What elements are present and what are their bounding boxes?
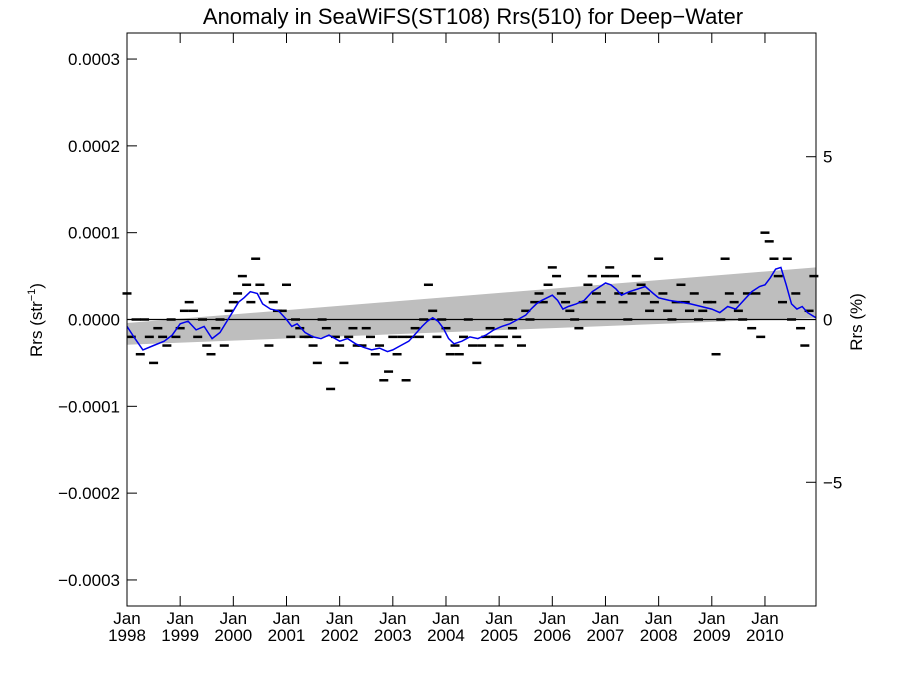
y-axis-label-left: Rrs (str−1): [26, 283, 46, 357]
y-tick-label-right: 5: [823, 148, 832, 167]
x-tick-label-year: 2005: [480, 626, 518, 645]
x-tick-label-month: Jan: [326, 609, 353, 628]
x-tick-label-year: 2000: [214, 626, 252, 645]
x-tick-label-year: 2003: [374, 626, 412, 645]
x-tick-label-month: Jan: [592, 609, 619, 628]
y-tick-label-left: −0.0001: [58, 397, 120, 416]
x-tick-label-month: Jan: [539, 609, 566, 628]
plot-area: [122, 231, 819, 391]
x-tick-label-month: Jan: [698, 609, 725, 628]
x-tick-label-year: 2007: [587, 626, 625, 645]
trend-uncertainty-band: [127, 267, 816, 345]
x-tick-label-month: Jan: [645, 609, 672, 628]
x-tick-label-month: Jan: [485, 609, 512, 628]
x-tick-label-year: 1998: [108, 626, 146, 645]
x-tick-label-month: Jan: [113, 609, 140, 628]
y-tick-label-left: 0.0003: [68, 50, 120, 69]
y-tick-label-left: 0.0000: [68, 311, 120, 330]
axes: 0.0003 0.0002 0.0001 0.0000 −0.0001 −0.0002 −0…: [58, 32, 842, 645]
running-mean-line: [126, 266, 817, 353]
x-tick-label-month: Jan: [379, 609, 406, 628]
x-tick-label-year: 2001: [268, 626, 306, 645]
y-tick-label-right: −5: [823, 473, 842, 492]
y-axis-label-left-close: ): [27, 283, 46, 289]
y-tick-label-left: 0.0001: [68, 224, 120, 243]
y-tick-label-left: −0.0003: [58, 571, 120, 590]
x-tick-label-month: Jan: [166, 609, 193, 628]
x-tick-label-month: Jan: [751, 609, 778, 628]
y-tick-label-left: 0.0002: [68, 137, 120, 156]
y-tick-label-right: 0: [823, 311, 832, 330]
x-tick-label-month: Jan: [273, 609, 300, 628]
x-tick-label-year: 2010: [746, 626, 784, 645]
x-tick-label-year: 2002: [321, 626, 359, 645]
x-tick-label-month: Jan: [220, 609, 247, 628]
x-tick-label-year: 2008: [640, 626, 678, 645]
x-tick-label-year: 1999: [161, 626, 199, 645]
x-tick-label-month: Jan: [432, 609, 459, 628]
y-axis-label-left-sup: −1: [26, 289, 38, 302]
x-tick-label-year: 2004: [427, 626, 465, 645]
y-tick-label-left: −0.0002: [58, 484, 120, 503]
y-axis-label-left-base: Rrs (str: [27, 301, 46, 357]
x-tick-label-year: 2006: [533, 626, 571, 645]
y-axis-label-right: Rrs (%): [847, 293, 866, 351]
x-tick-label-year: 2009: [693, 626, 731, 645]
chart-title: Anomaly in SeaWiFS(ST108) Rrs(510) for D…: [203, 4, 743, 29]
